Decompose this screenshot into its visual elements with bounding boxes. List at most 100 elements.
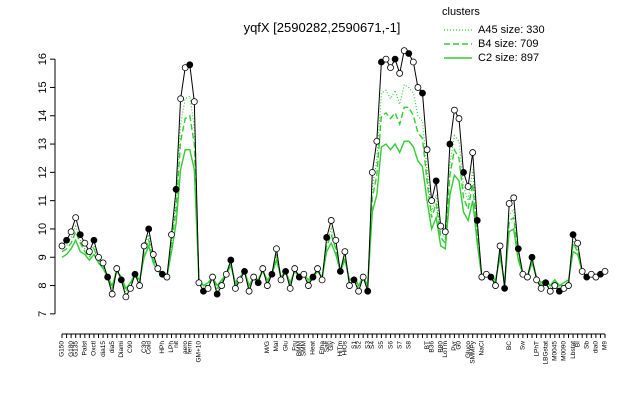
x-tick-label: Sw xyxy=(520,341,527,350)
x-tick-label: Salt xyxy=(323,341,330,352)
point xyxy=(127,284,134,292)
point xyxy=(268,270,276,278)
point xyxy=(168,231,175,239)
point xyxy=(172,185,180,193)
x-tick-label: HPh xyxy=(159,341,166,354)
x-tick-label: Palst xyxy=(82,341,89,356)
point xyxy=(254,279,262,287)
legend-label: A45 size: 330 xyxy=(478,24,545,36)
point xyxy=(85,248,93,255)
point xyxy=(218,282,226,289)
point xyxy=(81,239,89,247)
point xyxy=(551,282,559,289)
point xyxy=(464,183,472,190)
point xyxy=(154,265,162,272)
x-tick-label: BC xyxy=(506,341,513,350)
point xyxy=(58,242,66,250)
point xyxy=(236,276,244,284)
x-tick-label: SMM xyxy=(301,341,308,356)
point xyxy=(136,282,143,289)
point xyxy=(355,287,362,295)
point xyxy=(222,270,230,278)
point xyxy=(405,50,413,57)
point xyxy=(227,256,235,264)
x-tick-label: Diami xyxy=(118,341,125,358)
point xyxy=(186,61,194,69)
y-tick-label: 8 xyxy=(37,282,49,288)
x-tick-label: Fru xyxy=(291,341,298,351)
y-tick-label: 15 xyxy=(37,81,49,93)
point xyxy=(323,234,331,241)
x-tick-label: LBGstat xyxy=(542,341,549,365)
point xyxy=(90,236,98,244)
x-tick-label: G150 xyxy=(59,341,66,357)
point xyxy=(149,251,157,258)
point xyxy=(140,242,148,250)
point xyxy=(469,149,477,156)
point xyxy=(350,276,358,284)
x-tick-label: M9 xyxy=(602,341,609,350)
point xyxy=(533,276,540,284)
x-tick-label: C90 xyxy=(127,341,134,353)
series-line xyxy=(61,140,606,290)
point xyxy=(432,177,440,185)
x-tick-label: LPh xyxy=(168,341,175,353)
x-tick-label: S7 xyxy=(396,341,403,349)
point xyxy=(514,245,522,253)
point xyxy=(72,214,80,222)
legend-label: B4 size: 709 xyxy=(478,38,539,50)
point xyxy=(501,284,509,292)
point xyxy=(305,282,312,289)
point xyxy=(460,168,467,176)
point xyxy=(190,98,198,105)
point xyxy=(108,290,116,298)
point xyxy=(195,279,203,287)
point xyxy=(122,293,130,301)
y-tick-label: 13 xyxy=(37,138,49,150)
point xyxy=(131,270,139,278)
point xyxy=(565,282,572,289)
point xyxy=(104,273,112,281)
point xyxy=(259,265,267,272)
point xyxy=(546,287,554,295)
y-tick-label: 12 xyxy=(37,166,49,178)
x-tick-label: dia15 xyxy=(100,341,107,357)
x-tick-label: Gluco xyxy=(465,341,472,358)
point xyxy=(524,273,531,281)
point xyxy=(241,267,248,275)
point xyxy=(245,287,253,295)
y-tick-label: 14 xyxy=(37,110,49,122)
x-tick-label: S8 xyxy=(406,341,413,349)
point xyxy=(391,55,399,63)
point xyxy=(204,284,212,292)
x-tick-label: Mal xyxy=(273,340,280,351)
point xyxy=(373,137,381,145)
x-tick-label: M0090 xyxy=(561,341,568,361)
point xyxy=(95,253,102,261)
x-tick-label: S3 xyxy=(364,341,371,349)
point xyxy=(510,194,518,202)
x-tick-label: ferm xyxy=(186,341,193,354)
x-tick-label: dia5 xyxy=(109,341,116,354)
x-tick-label: Sb xyxy=(583,341,590,349)
x-tick-label: S2 xyxy=(355,341,362,349)
x-tick-label: Cold xyxy=(145,341,152,355)
x-tick-label: Heat xyxy=(310,341,317,355)
point xyxy=(496,242,504,250)
y-tick-label: 11 xyxy=(37,195,49,206)
point xyxy=(409,58,417,66)
x-tick-label: HiOs xyxy=(342,340,349,355)
point xyxy=(209,273,216,281)
point xyxy=(368,168,376,176)
point xyxy=(446,140,454,148)
x-tick-label: G135 xyxy=(72,341,79,357)
point xyxy=(113,265,121,272)
x-tick-label: B36 xyxy=(428,341,435,353)
point xyxy=(578,267,586,275)
x-tick-label: Etha xyxy=(319,341,326,355)
x-tick-label: Glu xyxy=(282,341,289,352)
point xyxy=(396,69,404,77)
point xyxy=(487,273,495,281)
point xyxy=(309,273,317,281)
